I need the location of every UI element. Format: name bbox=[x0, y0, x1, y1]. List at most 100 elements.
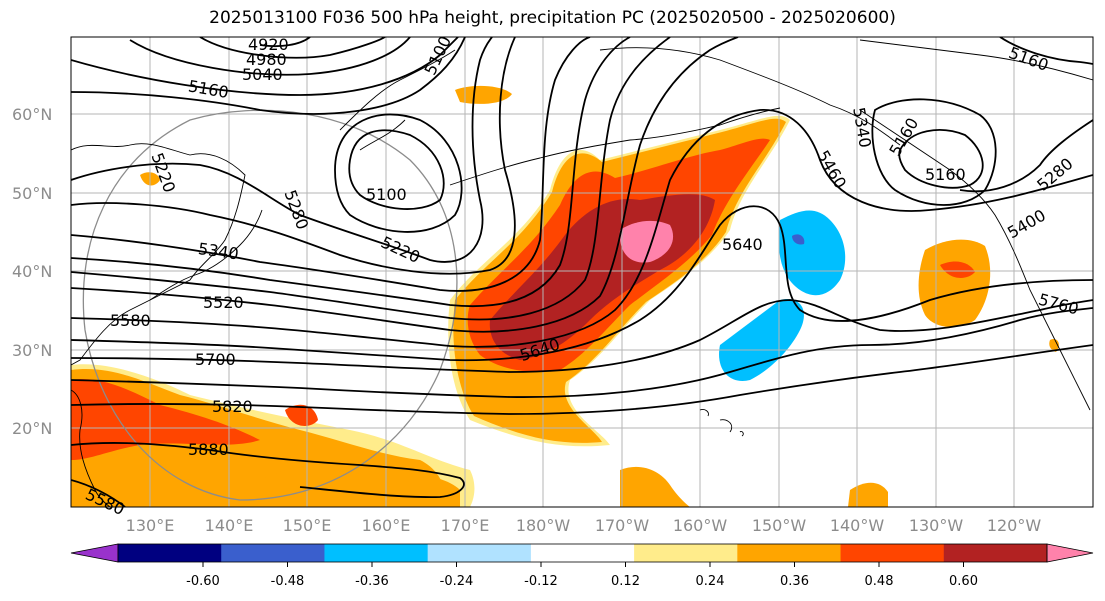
precip-shading-east bbox=[140, 85, 1059, 507]
coast-hawaii bbox=[699, 409, 744, 437]
shade-orange-small2 bbox=[848, 482, 888, 507]
colorbar-tick-label: 0.60 bbox=[949, 574, 978, 589]
colorbar-tick-label: -0.36 bbox=[355, 574, 389, 589]
shade-red-west bbox=[71, 379, 260, 460]
coast-canada bbox=[859, 39, 1093, 81]
colorbar-tick-label: -0.24 bbox=[440, 574, 474, 589]
contour-5040 bbox=[129, 37, 411, 76]
colorbar-tick-label: -0.12 bbox=[524, 574, 558, 589]
shade-orange-north bbox=[455, 85, 512, 104]
shade-blue-north bbox=[792, 234, 805, 245]
lon-label: 140°W bbox=[830, 516, 885, 535]
shade-cyan-north bbox=[778, 210, 846, 296]
contour-5220-e bbox=[871, 98, 997, 206]
coast-namerica bbox=[859, 109, 1091, 411]
contour-5580 bbox=[71, 109, 1093, 348]
colorbar-outline bbox=[117, 543, 1048, 563]
contour-label: 5520 bbox=[203, 293, 244, 312]
contour-4920 bbox=[259, 37, 311, 48]
contour-5520 bbox=[71, 37, 739, 333]
latitude-labels: 60°N 50°N 40°N 30°N 20°N bbox=[12, 105, 52, 438]
lon-label: 160°W bbox=[673, 516, 728, 535]
map-title: 2025013100 F036 500 hPa height, precipit… bbox=[209, 8, 896, 28]
contour-label: 5100 bbox=[366, 185, 407, 204]
shade-red-blob bbox=[285, 404, 318, 426]
contour-5820 bbox=[71, 344, 1093, 415]
coast-kamchatka bbox=[339, 49, 456, 151]
colorbar-box bbox=[324, 544, 429, 562]
colorbar-box bbox=[427, 544, 532, 562]
map-border bbox=[70, 36, 1094, 508]
contour-5700 bbox=[71, 299, 1093, 373]
lon-label: 170°E bbox=[441, 516, 490, 535]
contour-5280 bbox=[71, 37, 516, 275]
lat-label: 40°N bbox=[12, 262, 52, 281]
colorbar-boxes bbox=[118, 544, 1048, 562]
contour-5160-w bbox=[71, 37, 466, 115]
lat-label: 60°N bbox=[12, 105, 52, 124]
colorbar-tick-label: -0.48 bbox=[271, 574, 305, 589]
colorbar-box bbox=[530, 544, 635, 562]
contour-5160-low bbox=[334, 113, 463, 233]
lat-label: 50°N bbox=[12, 184, 52, 203]
contour-label: 4980 bbox=[246, 50, 287, 69]
colorbar-box bbox=[840, 544, 945, 562]
colorbar: -0.60 -0.48 -0.36 -0.24 -0.12 0.12 0.24 0.36 0.4… bbox=[70, 543, 1094, 589]
contour-5340 bbox=[71, 37, 591, 292]
coast-asia bbox=[71, 143, 246, 366]
contour-5400 bbox=[71, 37, 631, 308]
colorbar-tick-label: 0.24 bbox=[696, 574, 725, 589]
colorbar-labels: -0.60 -0.48 -0.36 -0.24 -0.12 0.12 0.24 0.36 0.4… bbox=[186, 562, 978, 589]
colorbar-box bbox=[943, 544, 1048, 562]
lon-label: 160°E bbox=[362, 516, 411, 535]
colorbar-tick-label: -0.60 bbox=[186, 574, 220, 589]
contour-label: 5580 bbox=[110, 311, 151, 330]
contour-label: 5040 bbox=[242, 65, 283, 84]
shade-pink-central bbox=[619, 220, 674, 263]
shade-red-east bbox=[940, 261, 975, 278]
colorbar-box bbox=[737, 544, 842, 562]
colorbar-tick-label: 0.36 bbox=[780, 574, 809, 589]
contour-5100-n bbox=[71, 37, 459, 96]
contour-label: 5700 bbox=[195, 350, 236, 369]
contour-5460 bbox=[71, 37, 671, 321]
lon-label: 170°W bbox=[595, 516, 650, 535]
lon-label: 120°W bbox=[987, 516, 1042, 535]
lon-label: 150°W bbox=[752, 516, 807, 535]
contour-4980 bbox=[199, 37, 386, 59]
contour-label: 5820 bbox=[212, 397, 253, 416]
lon-label: 180°W bbox=[516, 516, 571, 535]
lat-label: 30°N bbox=[12, 341, 52, 360]
lon-label: 130°E bbox=[126, 516, 175, 535]
contour-label: 5880 bbox=[188, 440, 229, 459]
contour-ne bbox=[999, 37, 1093, 65]
colorbar-tick-label: 0.12 bbox=[611, 574, 640, 589]
lon-label: 130°W bbox=[909, 516, 964, 535]
contour-5580-sw bbox=[71, 479, 126, 507]
lat-label: 20°N bbox=[12, 419, 52, 438]
coast-japan bbox=[149, 209, 263, 301]
contour-label: 5160 bbox=[925, 165, 966, 184]
colorbar-box bbox=[221, 544, 325, 562]
contour-5640 bbox=[71, 205, 1093, 362]
shade-orange-small3 bbox=[620, 466, 690, 507]
colorbar-box bbox=[634, 544, 738, 562]
contour-label: 5640 bbox=[722, 235, 763, 254]
contour-5160-e bbox=[898, 129, 984, 189]
colorbar-extend-right bbox=[1046, 543, 1094, 563]
lon-label: 150°E bbox=[283, 516, 332, 535]
lon-label: 140°E bbox=[205, 516, 254, 535]
colorbar-extend-left bbox=[70, 543, 119, 563]
contour-5880 bbox=[71, 442, 465, 499]
precip-shading-negative bbox=[719, 210, 846, 381]
contour-label: 4920 bbox=[248, 35, 289, 54]
colorbar-tick-label: 0.48 bbox=[865, 574, 894, 589]
contour-5220 bbox=[71, 37, 493, 263]
shade-cyan-south bbox=[719, 299, 804, 381]
colorbar-box bbox=[118, 544, 222, 562]
coast-aleutians bbox=[449, 107, 781, 186]
height-contours bbox=[71, 37, 1093, 507]
contour-5760 bbox=[71, 307, 1093, 398]
longitude-labels: 130°E 140°E 150°E 160°E 170°E 180°W 170°… bbox=[126, 516, 1042, 535]
